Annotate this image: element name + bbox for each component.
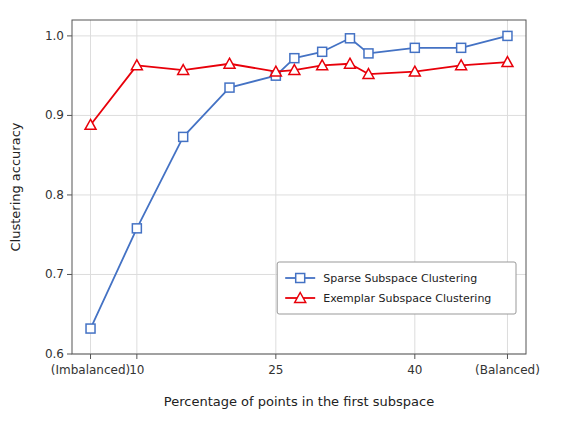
tick-mark [136, 354, 137, 359]
point [270, 66, 281, 76]
legend-label: Exemplar Subspace Clustering [323, 292, 491, 305]
y-axis-label: Clustering accuracy [8, 122, 23, 251]
series-line [91, 62, 508, 125]
tick-mark [67, 274, 72, 275]
grid-line [72, 194, 526, 195]
point [502, 57, 513, 67]
tick-mark [507, 354, 508, 359]
point [344, 58, 355, 68]
tick-label: (Imbalanced) [51, 363, 130, 377]
point [178, 65, 189, 75]
legend: Sparse Subspace Clustering Exemplar Subsp… [277, 262, 516, 314]
point [364, 49, 373, 58]
legend-marker [295, 293, 306, 303]
point [85, 119, 96, 129]
tick-mark [275, 354, 276, 359]
legend-label: Sparse Subspace Clustering [323, 272, 477, 285]
legend-box [277, 262, 516, 314]
point [318, 47, 327, 56]
tick-label: 0.9 [45, 108, 64, 122]
grid-line [72, 35, 526, 36]
tick-label: 0.8 [45, 188, 64, 202]
point [179, 132, 188, 141]
legend-marker [296, 274, 305, 283]
x-axis-label: Percentage of points in the first subspa… [164, 394, 434, 409]
point [290, 54, 299, 63]
tick-label: 1.0 [45, 29, 64, 43]
tick-label: (Balanced) [475, 363, 540, 377]
tick-mark [414, 354, 415, 359]
plot-background [72, 20, 526, 354]
grid-line [90, 20, 91, 354]
tick-label: 25 [268, 363, 283, 377]
tick-mark [67, 115, 72, 116]
point [225, 83, 234, 92]
point [503, 31, 512, 40]
tick-label: 0.6 [45, 347, 64, 361]
point [457, 43, 466, 52]
point [289, 65, 300, 75]
grid [72, 20, 526, 354]
point [345, 34, 354, 43]
chart: 0.6 0.7 0.8 0.9 1.0 (Imbalanced)10 25 40 (Balanc… [0, 0, 566, 426]
axes: 0.6 0.7 0.8 0.9 1.0 (Imbalanced)10 25 40 (Balanc… [45, 20, 540, 377]
tick-label: 40 [407, 363, 422, 377]
tick-mark [90, 354, 91, 359]
tick-mark [67, 354, 72, 355]
tick-mark [67, 35, 72, 36]
point [410, 43, 419, 52]
point [317, 60, 328, 70]
point [131, 60, 142, 70]
grid-line [72, 115, 526, 116]
tick-label: 0.7 [45, 267, 64, 281]
point [409, 66, 420, 76]
point [132, 224, 141, 233]
plot-frame [72, 20, 526, 354]
point [86, 324, 95, 333]
point [456, 60, 467, 70]
tick-mark [67, 194, 72, 195]
point [363, 69, 374, 79]
point [224, 58, 235, 68]
tick-label: 10 [129, 363, 144, 377]
